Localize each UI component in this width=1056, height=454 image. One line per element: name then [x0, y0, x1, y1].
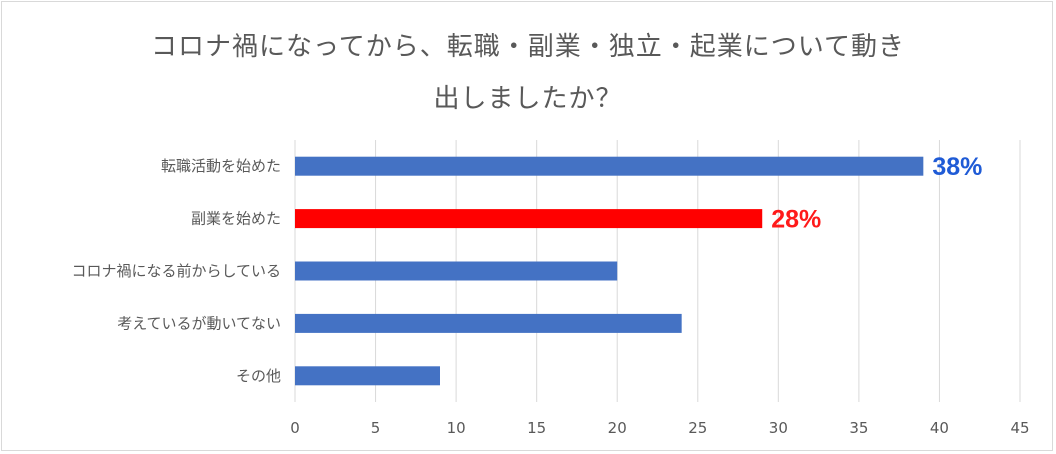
chart-title-line-1: コロナ禍になってから、転職・副業・独立・起業について動き	[151, 32, 905, 62]
x-tick-label-4: 20	[608, 419, 627, 437]
data-label-1: 28%	[771, 206, 821, 234]
bar-3	[295, 313, 682, 333]
x-tick-label-9: 45	[1010, 419, 1029, 437]
x-tick-label-2: 10	[447, 419, 466, 437]
x-tick-label-7: 35	[849, 419, 868, 437]
bar-0	[295, 156, 924, 176]
category-label-4: その他	[236, 367, 281, 385]
bar-2	[295, 261, 618, 281]
category-label-0: 転職活動を始めた	[161, 157, 281, 175]
category-label-2: コロナ禍になる前からしている	[71, 262, 281, 280]
bar-4	[295, 366, 440, 386]
bar-1	[295, 209, 763, 229]
x-tick-label-3: 15	[527, 419, 546, 437]
x-tick-label-1: 5	[371, 419, 381, 437]
x-tick-label-5: 25	[688, 419, 707, 437]
chart-title-line-2: 出しましたか？	[433, 84, 623, 114]
category-label-3: 考えているが動いてない	[117, 314, 281, 332]
x-tick-label-6: 30	[769, 419, 788, 437]
x-tick-label-8: 40	[930, 419, 949, 437]
data-label-0: 38%	[932, 153, 982, 181]
category-label-1: 副業を始めた	[191, 210, 281, 228]
x-tick-label-0: 0	[290, 419, 300, 437]
